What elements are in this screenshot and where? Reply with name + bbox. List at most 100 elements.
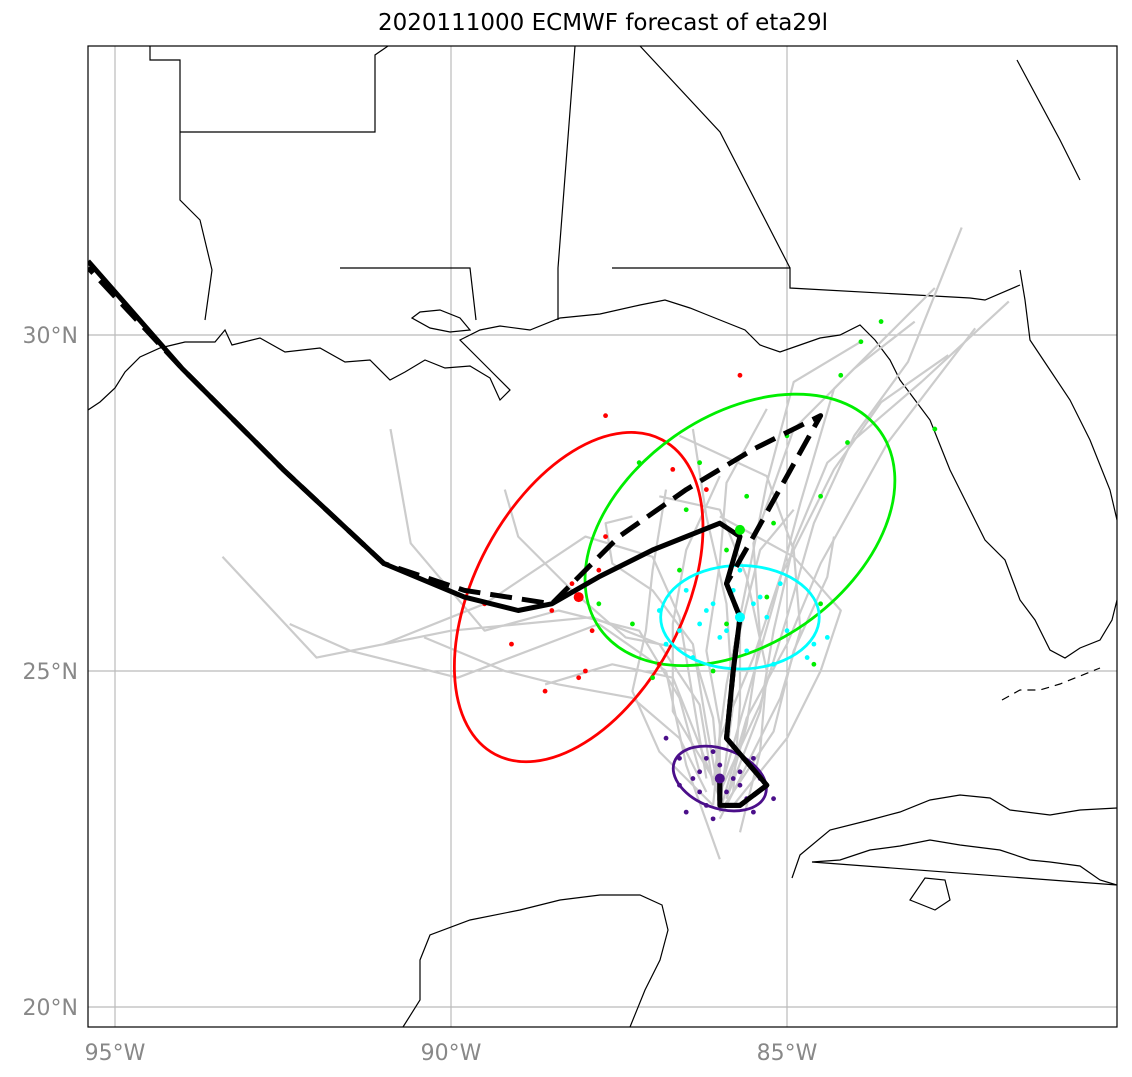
position-dot-day3: [771, 520, 776, 526]
position-dot-day3: [650, 675, 655, 681]
position-dot-day4: [542, 688, 548, 694]
position-dot-day2: [724, 628, 729, 634]
isla-de-juventud: [909, 877, 951, 911]
position-dot-day2: [811, 641, 817, 647]
ensemble-member-track: [705, 408, 768, 786]
position-dot-day1: [690, 776, 696, 781]
ellipse-day2: [659, 564, 821, 671]
position-dot-day2: [710, 601, 716, 607]
position-dot-day1: [677, 755, 682, 761]
position-dot-day2: [764, 614, 770, 620]
ensemble-member-track: [671, 475, 721, 780]
position-dot-day4: [569, 581, 575, 587]
lon-tick-label: 90°W: [421, 1041, 482, 1066]
coastline-borders: [88, 46, 1117, 1027]
deterministic-track: [88, 266, 824, 808]
position-dot-day3: [677, 567, 682, 573]
position-dot-day3: [878, 319, 884, 324]
position-dot-day4: [603, 413, 608, 419]
position-dot-day4: [583, 668, 588, 674]
lon-tick-label: 95°W: [85, 1041, 146, 1066]
position-dot-day1: [697, 769, 703, 775]
mean-position-day3: [734, 524, 745, 535]
us-gulf-coastline: [88, 299, 1117, 659]
position-dot-day4: [670, 467, 676, 472]
position-dot-day2: [697, 621, 703, 627]
ensemble-member-track: [423, 636, 708, 793]
lon-tick-label: 85°W: [757, 1041, 818, 1066]
map-title: 2020111000 ECMWF forecast of eta29l: [377, 10, 829, 36]
position-dot-day1: [737, 769, 743, 775]
ensemble-member-track: [389, 428, 701, 773]
forecast-positions: [482, 319, 938, 822]
ensemble-member-track: [718, 287, 936, 793]
ellipse-day4: [452, 431, 705, 764]
position-dot-day2: [771, 661, 776, 667]
ensemble-member-track: [631, 489, 714, 807]
position-dot-day4: [656, 661, 662, 667]
position-dot-day2: [717, 635, 723, 640]
position-dot-day2: [656, 608, 662, 613]
position-dot-day3: [811, 661, 817, 667]
position-dot-day3: [724, 621, 729, 627]
position-dot-day3: [630, 621, 635, 627]
florida-keys: [1001, 667, 1101, 701]
position-dot-day1: [663, 735, 669, 741]
ensemble-member-track: [725, 300, 1010, 800]
position-dot-day1: [771, 796, 776, 802]
position-dot-day1: [683, 809, 689, 815]
florida-east-coast: [1019, 269, 1117, 521]
position-dot-day2: [677, 628, 682, 634]
ensemble-mean-track: [88, 259, 770, 808]
plot-area: [88, 46, 1117, 1027]
position-dot-day1: [710, 816, 716, 822]
position-dot-day3: [818, 493, 823, 499]
ensemble-member-track: [725, 320, 916, 799]
graticule-grid: [88, 46, 1117, 1027]
position-dot-day1: [737, 782, 743, 788]
position-dot-day1: [724, 789, 729, 795]
ellipse-day3: [583, 392, 897, 667]
position-dot-day2: [804, 655, 810, 660]
mean-position-day4: [573, 592, 584, 603]
position-dot-day3: [764, 594, 770, 600]
position-dot-day2: [751, 601, 756, 607]
position-dot-day1: [717, 762, 723, 768]
mean-tracks: [88, 259, 824, 808]
position-dot-day3: [710, 668, 716, 674]
position-dot-day4: [576, 675, 582, 681]
position-dot-day2: [690, 655, 696, 660]
position-dot-day4: [589, 628, 595, 634]
position-dot-day2: [663, 641, 669, 647]
position-dot-day2: [784, 628, 790, 634]
position-dot-day3: [744, 493, 750, 499]
position-dot-day1: [730, 776, 736, 781]
position-dot-day2: [777, 581, 783, 587]
uncertainty-ellipses: [452, 392, 897, 813]
position-dot-day4: [703, 487, 709, 492]
position-dot-day1: [697, 789, 703, 795]
position-dot-day3: [596, 601, 602, 607]
position-dot-day3: [636, 460, 642, 466]
position-dot-day3: [932, 426, 938, 432]
position-dot-day2: [703, 608, 709, 613]
position-dot-day3: [845, 440, 850, 445]
position-dot-day4: [603, 534, 608, 539]
plot-frame: [87, 45, 1118, 1028]
ensemble-member-track: [659, 495, 768, 833]
position-dot-day4: [549, 608, 555, 613]
state-borders: [149, 46, 1081, 321]
position-dot-day2: [683, 587, 689, 593]
position-dot-day2: [744, 648, 750, 654]
position-dot-day3: [818, 601, 823, 607]
delta-islands: [410, 309, 472, 333]
position-dot-day2: [737, 567, 743, 573]
yucatan-coastline: [402, 894, 669, 1027]
position-dot-day4: [596, 567, 602, 573]
ensemble-member-track: [604, 515, 721, 799]
ensemble-member-track: [718, 327, 977, 813]
position-dot-day2: [757, 594, 763, 600]
cuba-coastline: [791, 794, 1117, 886]
ensemble-member-track: [719, 515, 842, 807]
